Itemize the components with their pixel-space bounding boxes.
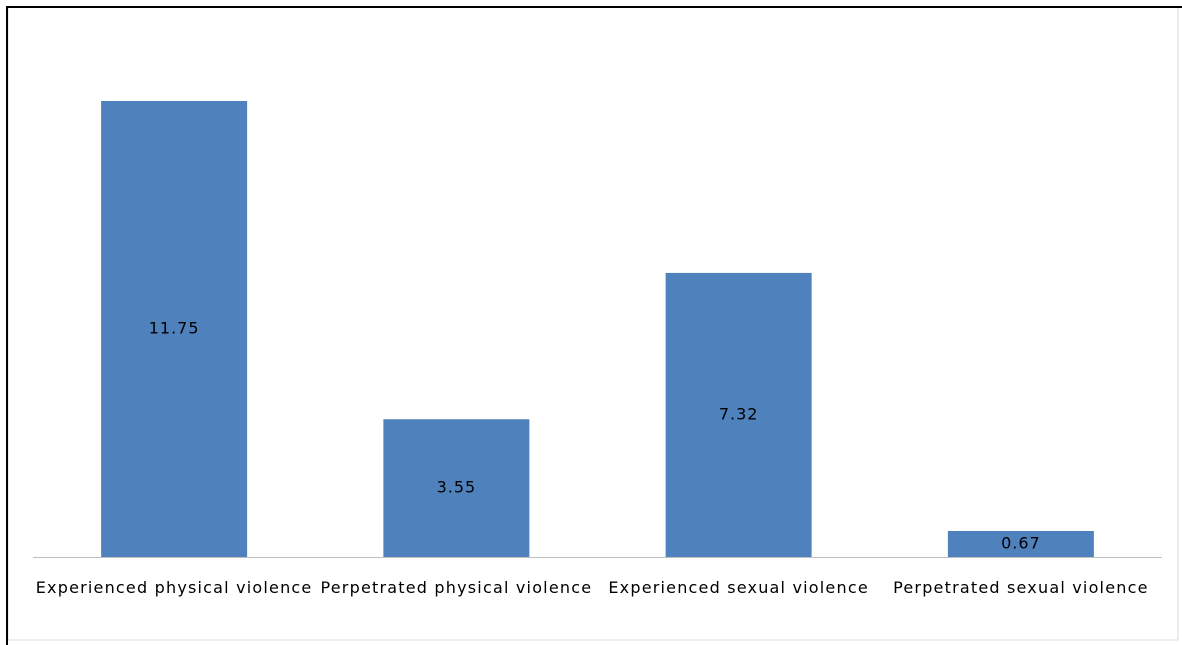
x-tick-label: Perpetrated sexual violence (893, 578, 1149, 597)
value-label: 0.67 (1001, 533, 1041, 552)
bar (947, 530, 1094, 557)
x-tick-label: Experienced sexual violence (608, 578, 869, 597)
bar (665, 272, 812, 557)
x-tick-label: Perpetrated physical violence (320, 578, 593, 597)
x-tick-label: Experienced physical violence (35, 578, 313, 597)
value-label: 3.55 (437, 478, 477, 497)
value-label: 11.75 (149, 319, 200, 338)
bar (101, 101, 248, 557)
value-label: 7.32 (719, 404, 759, 423)
bar (383, 419, 530, 557)
